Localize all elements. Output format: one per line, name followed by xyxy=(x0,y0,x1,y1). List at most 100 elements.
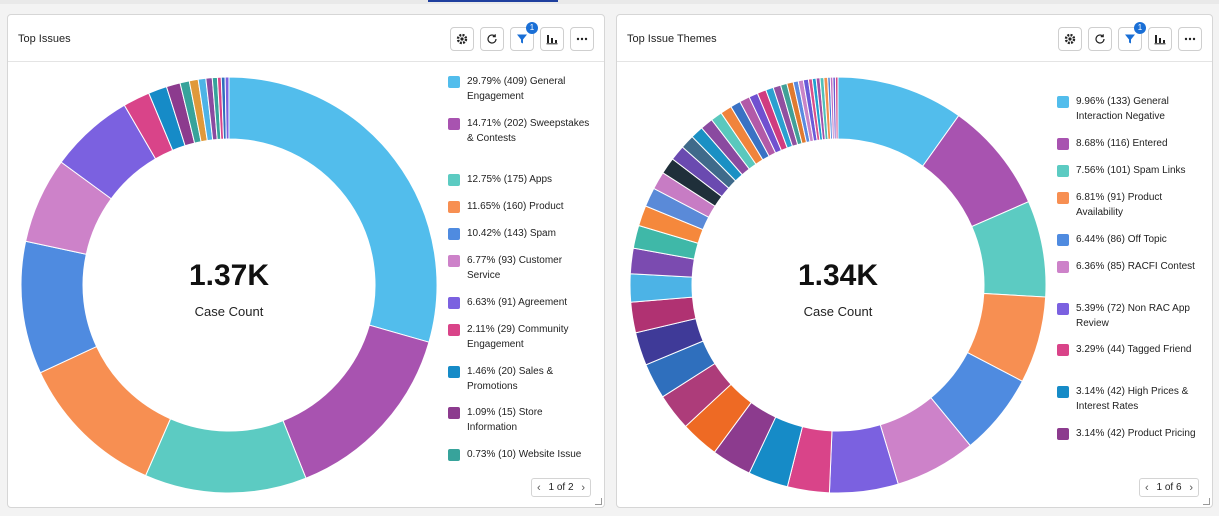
legend-swatch xyxy=(448,366,460,378)
chevron-right-icon[interactable]: › xyxy=(581,481,585,494)
legend-label: 9.96% (133) General Interaction Negative xyxy=(1076,96,1169,122)
legend-label: 0.73% (10) Website Issue xyxy=(467,449,582,460)
more-options-button[interactable] xyxy=(570,27,594,51)
settings-button[interactable] xyxy=(450,27,474,51)
legend-label: 6.36% (85) RACFI Contest xyxy=(1076,261,1195,272)
legend-item[interactable]: 1.46% (20) Sales & Promotions xyxy=(448,365,594,394)
panel-top-issues: Top Issues 1 1.37K Case Count 29.79% (40… xyxy=(7,14,605,508)
donut-slice[interactable] xyxy=(228,76,438,343)
pager-text: 1 of 2 xyxy=(548,482,574,493)
bar-chart-icon xyxy=(1154,35,1166,45)
legend-pager: ‹ 1 of 6 › xyxy=(1139,478,1199,497)
donut-slice[interactable] xyxy=(224,76,230,140)
chevron-left-icon[interactable]: ‹ xyxy=(1145,481,1149,494)
legend-swatch xyxy=(448,201,460,213)
refresh-icon xyxy=(1095,34,1105,44)
donut-slice[interactable] xyxy=(834,76,839,140)
panel-divider xyxy=(8,61,604,62)
donut-slice[interactable] xyxy=(39,345,172,477)
legend-swatch xyxy=(1057,344,1069,356)
legend-item[interactable]: 6.77% (93) Customer Service xyxy=(448,254,594,283)
donut-slice[interactable] xyxy=(282,324,430,479)
legend-label: 1.09% (15) Store Information xyxy=(467,407,543,433)
legend-pager: ‹ 1 of 2 › xyxy=(531,478,591,497)
legend-item[interactable]: 29.79% (409) General Engagement xyxy=(448,75,594,104)
legend-swatch xyxy=(1057,165,1069,177)
more-icon xyxy=(576,37,588,41)
panel-top-issue-themes: Top Issue Themes 1 1.34K Case Count 9.96… xyxy=(616,14,1213,508)
refresh-button[interactable] xyxy=(1088,27,1112,51)
legend-swatch xyxy=(448,76,460,88)
legend-swatch xyxy=(448,255,460,267)
top-strip xyxy=(0,0,1219,4)
legend-label: 14.71% (202) Sweepstakes & Contests xyxy=(467,118,590,144)
legend-label: 6.63% (91) Agreement xyxy=(467,297,568,308)
center-label: Case Count xyxy=(803,304,873,319)
legend-item[interactable]: 5.39% (72) Non RAC App Review xyxy=(1057,302,1203,331)
donut-slice[interactable] xyxy=(144,418,307,494)
legend-item[interactable]: 2.11% (29) Community Engagement xyxy=(448,323,594,352)
donut-chart xyxy=(20,76,438,494)
legend-swatch xyxy=(1057,234,1069,246)
more-options-button[interactable] xyxy=(1178,27,1202,51)
legend-swatch xyxy=(448,324,460,336)
legend-item[interactable]: 9.96% (133) General Interaction Negative xyxy=(1057,95,1203,124)
settings-button[interactable] xyxy=(1058,27,1082,51)
legend-item[interactable]: 7.56% (101) Spam Links xyxy=(1057,164,1203,179)
resize-grip-icon[interactable] xyxy=(1203,498,1210,505)
legend-swatch xyxy=(448,297,460,309)
more-icon xyxy=(1184,37,1196,41)
legend-item[interactable]: 14.71% (202) Sweepstakes & Contests xyxy=(448,117,594,146)
legend-item[interactable]: 3.29% (44) Tagged Friend xyxy=(1057,343,1203,358)
pager-text: 1 of 6 xyxy=(1156,482,1182,493)
chart-type-button[interactable] xyxy=(1148,27,1172,51)
refresh-button[interactable] xyxy=(480,27,504,51)
legend-label: 6.77% (93) Customer Service xyxy=(467,255,563,281)
legend-swatch xyxy=(448,407,460,419)
legend-item[interactable]: 12.75% (175) Apps xyxy=(448,173,594,188)
resize-grip-icon[interactable] xyxy=(595,498,602,505)
legend-item[interactable]: 3.14% (42) High Prices & Interest Rates xyxy=(1057,385,1203,414)
legend-label: 6.44% (86) Off Topic xyxy=(1076,234,1167,245)
filter-button[interactable]: 1 xyxy=(510,22,538,51)
legend-item[interactable]: 6.36% (85) RACFI Contest xyxy=(1057,260,1203,275)
legend-label: 11.65% (160) Product xyxy=(467,201,564,212)
legend-label: 2.11% (29) Community Engagement xyxy=(467,324,569,350)
legend-swatch xyxy=(448,174,460,186)
donut-chart xyxy=(629,76,1047,494)
legend-item[interactable]: 6.63% (91) Agreement xyxy=(448,296,594,311)
donut-slice[interactable] xyxy=(629,273,694,303)
refresh-icon xyxy=(487,34,497,44)
filter-button[interactable]: 1 xyxy=(1118,22,1146,51)
gear-icon xyxy=(1064,33,1076,45)
legend-item[interactable]: 0.73% (10) Website Issue xyxy=(448,448,594,463)
center-label: Case Count xyxy=(194,304,264,319)
legend-item[interactable]: 11.65% (160) Product xyxy=(448,200,594,215)
legend-label: 12.75% (175) Apps xyxy=(467,174,553,185)
legend-item[interactable]: 1.09% (15) Store Information xyxy=(448,406,594,435)
legend-item[interactable]: 8.68% (116) Entered xyxy=(1057,137,1203,152)
chevron-left-icon[interactable]: ‹ xyxy=(537,481,541,494)
chart-type-button[interactable] xyxy=(540,27,564,51)
legend-item[interactable]: 6.81% (91) Product Availability xyxy=(1057,191,1203,220)
chevron-right-icon[interactable]: › xyxy=(1189,481,1193,494)
legend-label: 8.68% (116) Entered xyxy=(1076,138,1168,149)
panel-divider xyxy=(617,61,1212,62)
legend-label: 1.46% (20) Sales & Promotions xyxy=(467,366,554,392)
legend-swatch xyxy=(448,118,460,130)
legend-swatch xyxy=(448,449,460,461)
filter-count-badge: 1 xyxy=(1134,22,1146,34)
panel-toolbar: 1 xyxy=(1058,22,1202,51)
legend-swatch xyxy=(1057,386,1069,398)
legend-item[interactable]: 3.14% (42) Product Pricing xyxy=(1057,427,1203,442)
bar-chart-icon xyxy=(546,35,558,45)
legend-label: 3.14% (42) Product Pricing xyxy=(1076,428,1196,439)
legend-item[interactable]: 6.44% (86) Off Topic xyxy=(1057,233,1203,248)
legend-swatch xyxy=(448,228,460,240)
legend-item[interactable]: 10.42% (143) Spam xyxy=(448,227,594,242)
legend-label: 7.56% (101) Spam Links xyxy=(1076,165,1186,176)
legend-swatch xyxy=(1057,428,1069,440)
filter-icon xyxy=(517,34,527,44)
legend-label: 3.29% (44) Tagged Friend xyxy=(1076,344,1192,355)
filter-icon xyxy=(1125,34,1135,44)
